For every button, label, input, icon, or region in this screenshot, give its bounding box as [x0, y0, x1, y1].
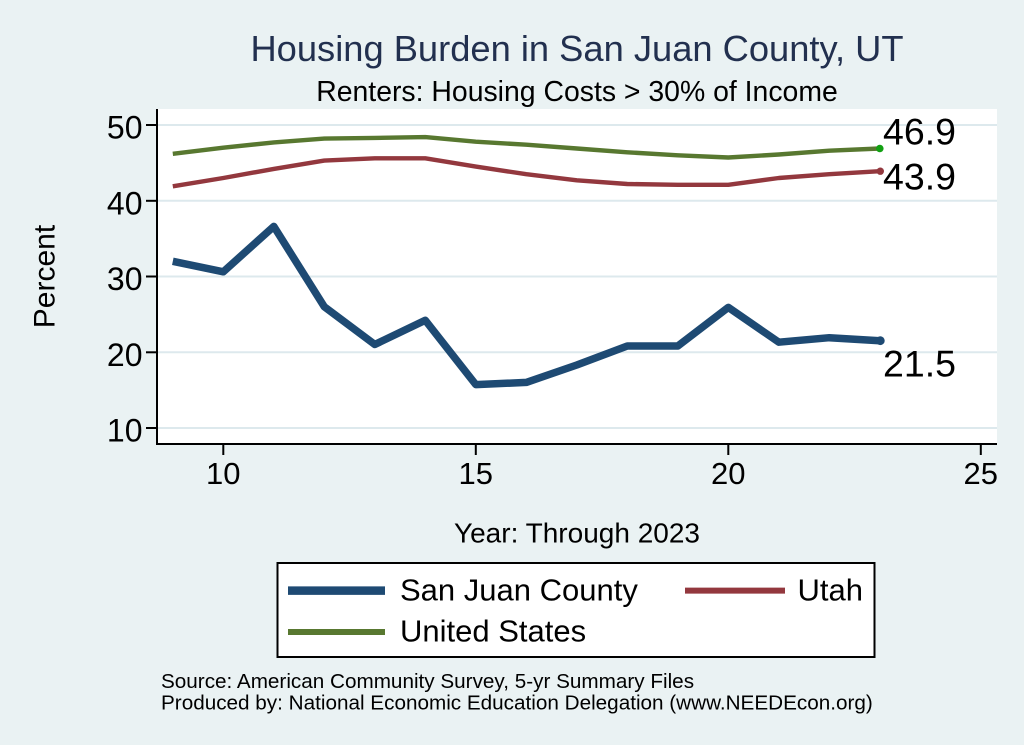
svg-text:21.5: 21.5	[883, 342, 956, 384]
svg-text:Housing Burden in San Juan Cou: Housing Burden in San Juan County, UT	[250, 28, 903, 69]
svg-text:15: 15	[459, 456, 493, 491]
svg-text:40: 40	[107, 185, 143, 221]
svg-text:United States: United States	[400, 614, 586, 649]
svg-text:50: 50	[107, 110, 143, 146]
svg-text:25: 25	[964, 456, 998, 491]
svg-text:46.9: 46.9	[883, 110, 956, 152]
svg-text:43.9: 43.9	[883, 155, 956, 197]
svg-text:Year: Through 2023: Year: Through 2023	[454, 518, 700, 549]
svg-text:Source: American Community Sur: Source: American Community Survey, 5-yr …	[161, 670, 694, 693]
svg-text:Utah: Utah	[798, 573, 863, 608]
svg-text:20: 20	[107, 337, 143, 373]
svg-text:Percent: Percent	[29, 224, 62, 328]
svg-text:San Juan County: San Juan County	[400, 573, 638, 608]
svg-text:30: 30	[107, 261, 143, 297]
svg-text:10: 10	[206, 456, 240, 491]
svg-text:Renters: Housing Costs > 30% o: Renters: Housing Costs > 30% of Income	[316, 76, 838, 108]
svg-text:10: 10	[107, 413, 143, 449]
svg-text:20: 20	[711, 456, 745, 491]
svg-text:Produced by: National Economic: Produced by: National Economic Education…	[161, 692, 873, 715]
